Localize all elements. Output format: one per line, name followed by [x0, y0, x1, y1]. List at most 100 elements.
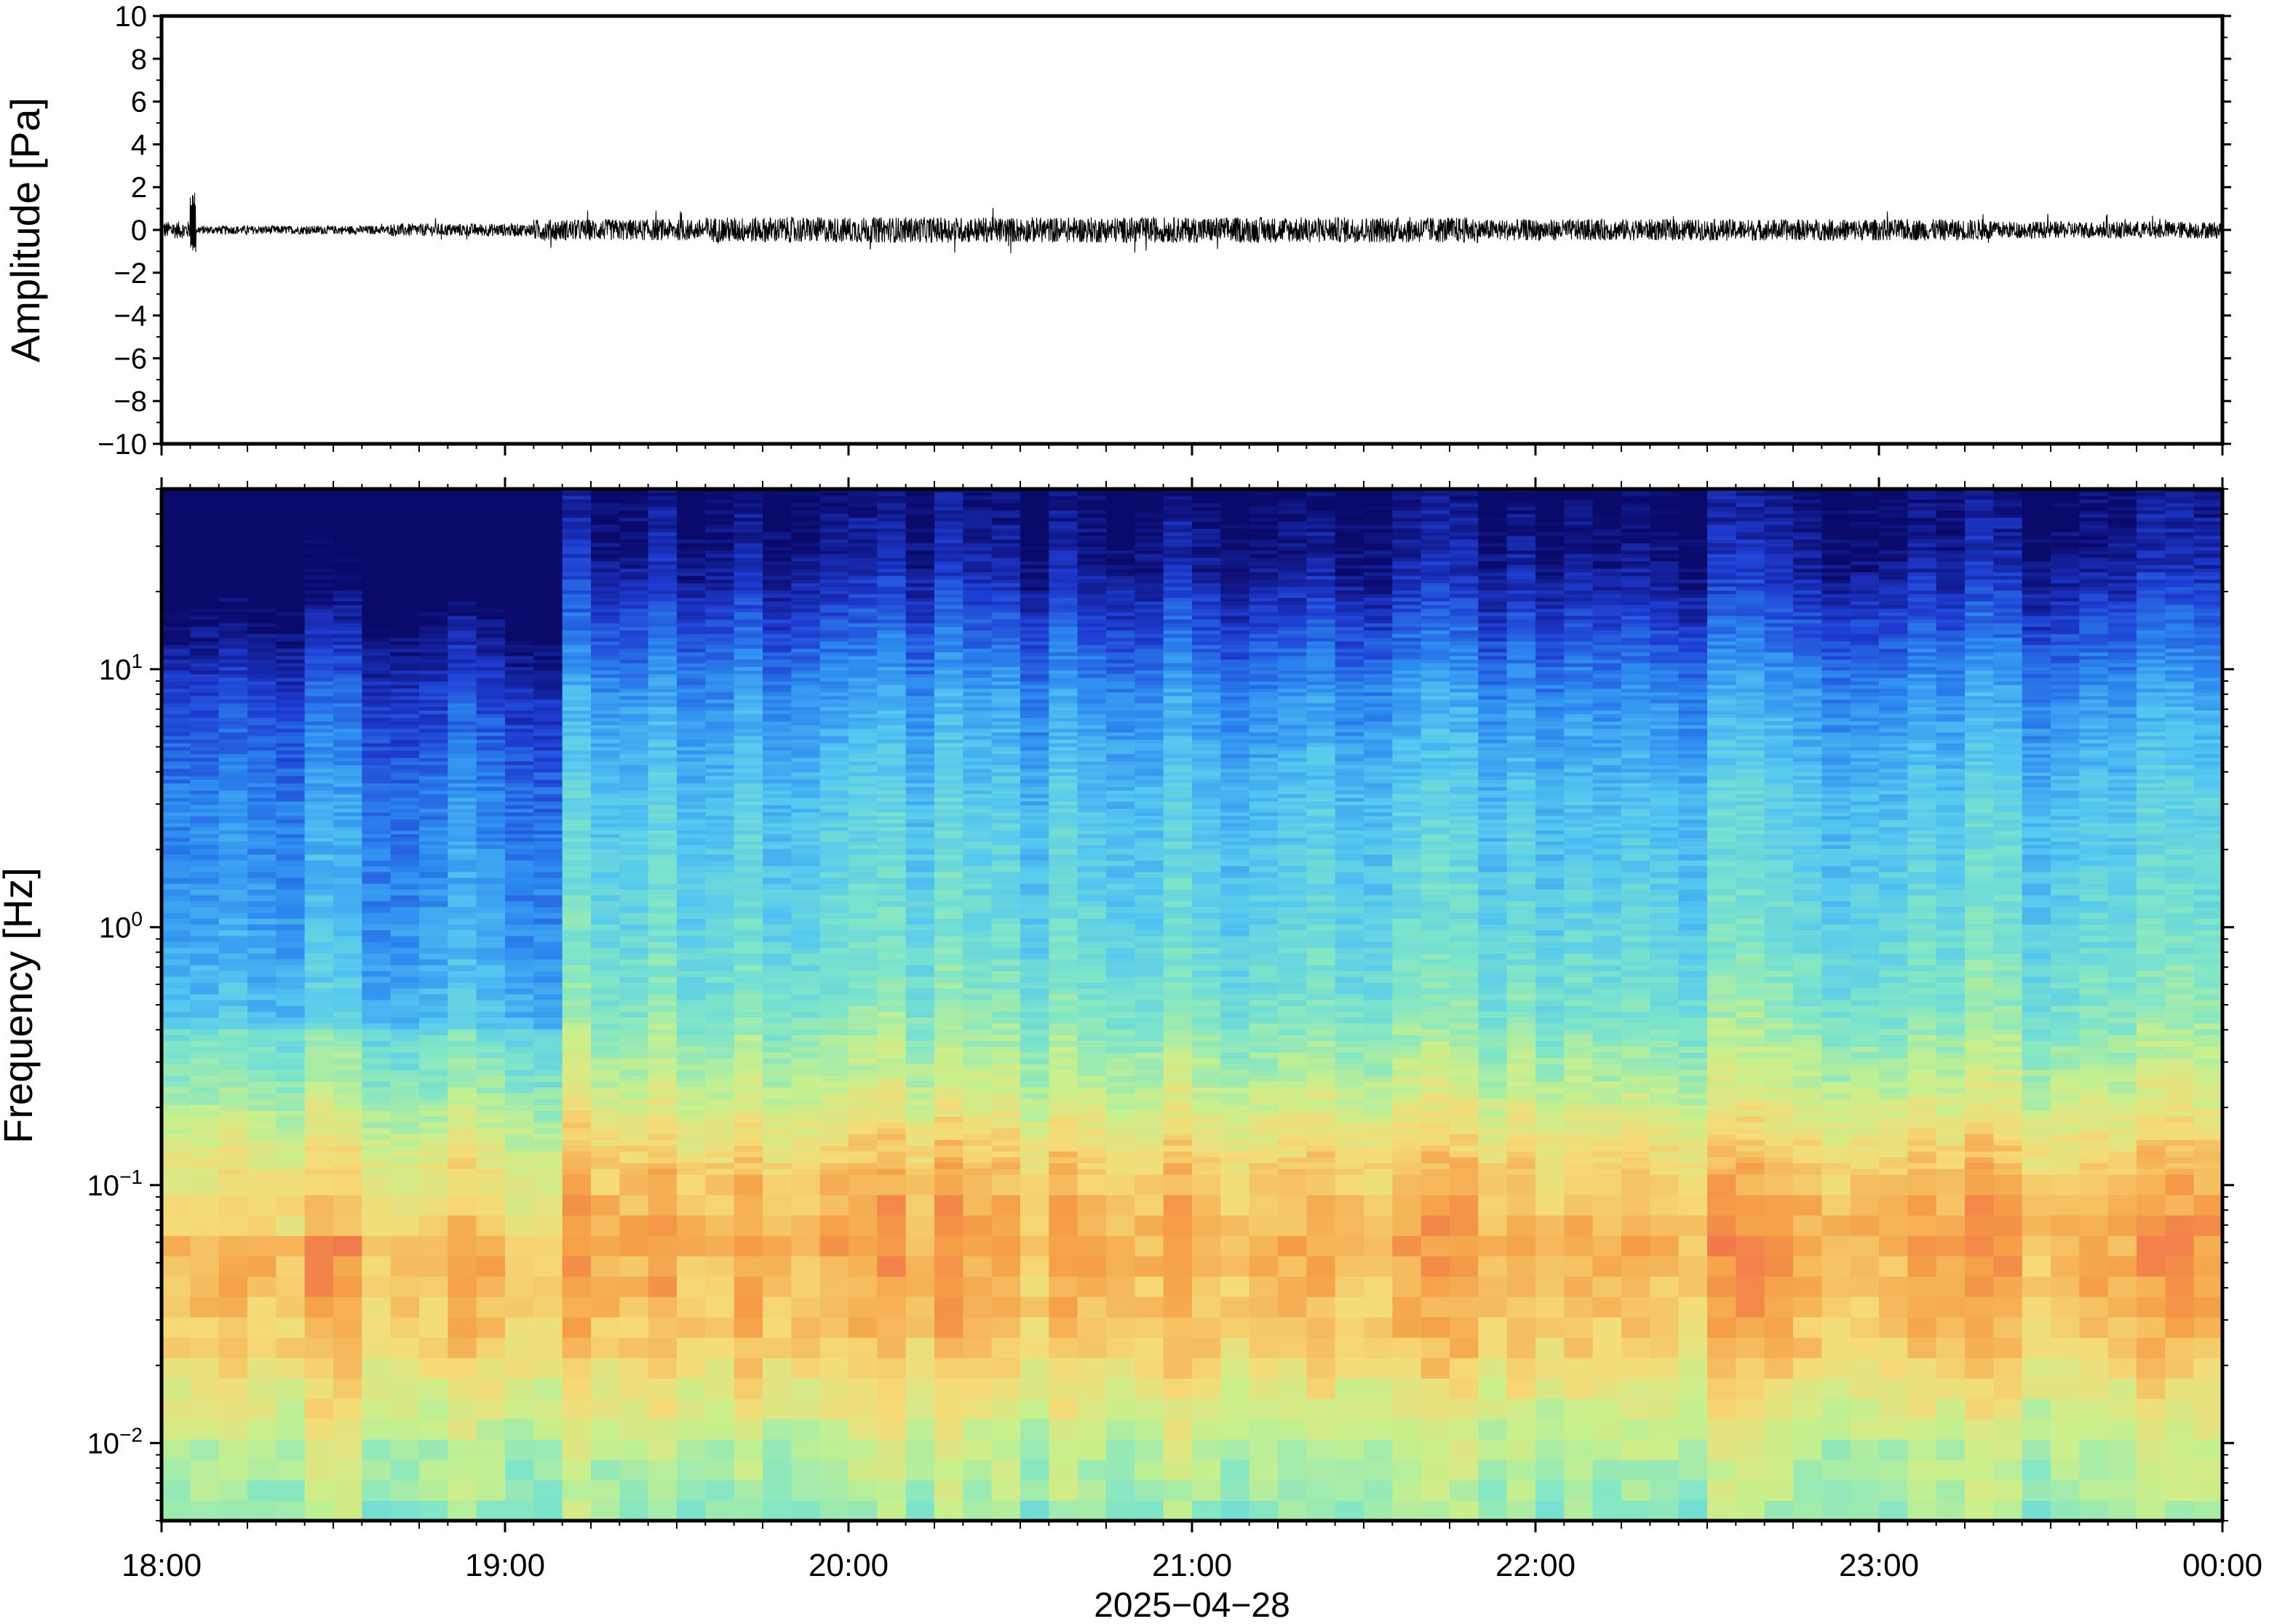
spectrogram-cell	[705, 761, 735, 765]
spectrogram-cell	[591, 663, 620, 667]
spectrogram-cell	[476, 728, 506, 733]
spectrogram-cell	[476, 510, 506, 514]
spectrogram-cell	[419, 994, 448, 1000]
spectrogram-cell	[304, 790, 334, 795]
spectrogram-cell	[390, 953, 420, 960]
spectrogram-cell	[419, 663, 448, 667]
spectrogram-cell	[390, 808, 420, 813]
spectrogram-cell	[419, 750, 448, 755]
spectrogram-cell	[333, 1070, 362, 1076]
spectrogram-cell	[819, 699, 849, 704]
spectrogram-cell	[877, 924, 907, 931]
spectrogram-cell	[276, 801, 306, 805]
spectrogram-cell	[791, 1035, 821, 1041]
spectrogram-cell	[304, 706, 334, 711]
spectrogram-cell	[276, 666, 306, 671]
spectrogram-cell	[819, 768, 849, 773]
spectrogram-cell	[362, 1460, 392, 1481]
spectrogram-cell	[562, 808, 592, 813]
spectrogram-cell	[905, 717, 935, 722]
spectrogram-cell	[505, 710, 534, 715]
spectrogram-cell	[763, 557, 792, 562]
spectrogram-cell	[190, 652, 220, 656]
spectrogram-cell	[877, 823, 907, 827]
spectrogram-cell	[763, 521, 792, 525]
spectrogram-cell	[505, 1070, 534, 1076]
spectrogram-cell	[763, 1104, 792, 1111]
spectrogram-cell	[849, 1052, 878, 1059]
spectrogram-cell	[162, 736, 191, 740]
spectrogram-cell	[476, 959, 506, 966]
spectrogram-cell	[648, 1023, 677, 1030]
spectrogram-cell	[648, 883, 677, 890]
spectrogram-cell	[705, 637, 735, 642]
spectrogram-cell	[705, 816, 735, 820]
spectrogram-cell	[476, 988, 506, 995]
spectrogram-cell	[333, 1439, 362, 1460]
spectrogram-cell	[218, 612, 248, 616]
spectrogram-cell	[476, 685, 506, 689]
spectrogram-cell	[190, 805, 220, 809]
spectrogram-cell	[763, 988, 792, 995]
spectrogram-cell	[162, 1157, 191, 1163]
spectrogram-cell	[276, 747, 306, 751]
spectrogram-cell	[791, 776, 821, 780]
spectrogram-cell	[448, 739, 477, 744]
spectrogram-cell	[362, 1052, 392, 1059]
spectrogram-cell	[505, 586, 534, 591]
spectrogram-cell	[619, 988, 649, 995]
spectrogram-cell	[333, 976, 362, 983]
spectrogram-cell	[619, 816, 649, 820]
spectrogram-cell	[304, 554, 334, 558]
spectrogram-cell	[505, 528, 534, 533]
spectrogram-cell	[963, 1398, 993, 1420]
spectrogram-cell	[934, 561, 963, 565]
spectrogram-cell	[390, 1195, 420, 1216]
spectrogram-cell	[448, 528, 477, 533]
spectrogram-cell	[591, 830, 620, 835]
spectrogram-cell	[247, 546, 277, 551]
spectrogram-cell	[677, 1029, 706, 1035]
spectrogram-cell	[791, 837, 821, 842]
spectrogram-cell	[705, 787, 735, 791]
spectrogram-cell	[619, 994, 649, 1000]
spectrogram-cell	[905, 561, 935, 565]
spectrogram-cell	[648, 528, 677, 533]
spectrogram-cell	[390, 510, 420, 514]
spectrogram-cell	[619, 819, 649, 824]
spectrogram-cell	[533, 1040, 563, 1047]
spectrogram-cell	[934, 1358, 963, 1379]
spectrogram-cell	[562, 1029, 592, 1035]
spectrogram-cell	[304, 1029, 334, 1035]
spectrogram-cell	[247, 514, 277, 518]
spectrogram-cell	[763, 787, 792, 791]
spectrogram-cell	[819, 576, 849, 580]
spectrogram-cell	[763, 907, 792, 913]
spectrogram-cell	[849, 1317, 878, 1338]
spectrogram-cell	[677, 576, 706, 580]
spectrogram-cell	[276, 907, 306, 913]
spectrogram-cell	[877, 1317, 907, 1338]
spectrogram-cell	[476, 612, 506, 616]
spectrogram-cell	[362, 776, 392, 780]
spectrogram-cell	[276, 988, 306, 995]
spectrogram-cell	[333, 608, 362, 613]
spectrogram-cell	[362, 942, 392, 948]
spectrogram-cell	[333, 761, 362, 765]
spectrogram-cell	[763, 721, 792, 725]
spectrogram-cell	[448, 816, 477, 820]
spectrogram-cell	[448, 626, 477, 631]
spectrogram-cell	[849, 532, 878, 536]
spectrogram-cell	[190, 608, 220, 613]
spectrogram-cell	[819, 1040, 849, 1047]
spectrogram-cell	[934, 710, 963, 715]
spectrogram-cell	[533, 670, 563, 674]
spectrogram-cell	[849, 819, 878, 824]
spectrogram-cell	[333, 579, 362, 584]
spectrogram-cell	[476, 1040, 506, 1047]
spectrogram-cell	[591, 1276, 620, 1297]
spectrogram-cell	[877, 1128, 907, 1134]
spectrogram-cell	[562, 623, 592, 627]
spectrogram-cell	[819, 1122, 849, 1129]
spectrogram-cell	[591, 1058, 620, 1064]
